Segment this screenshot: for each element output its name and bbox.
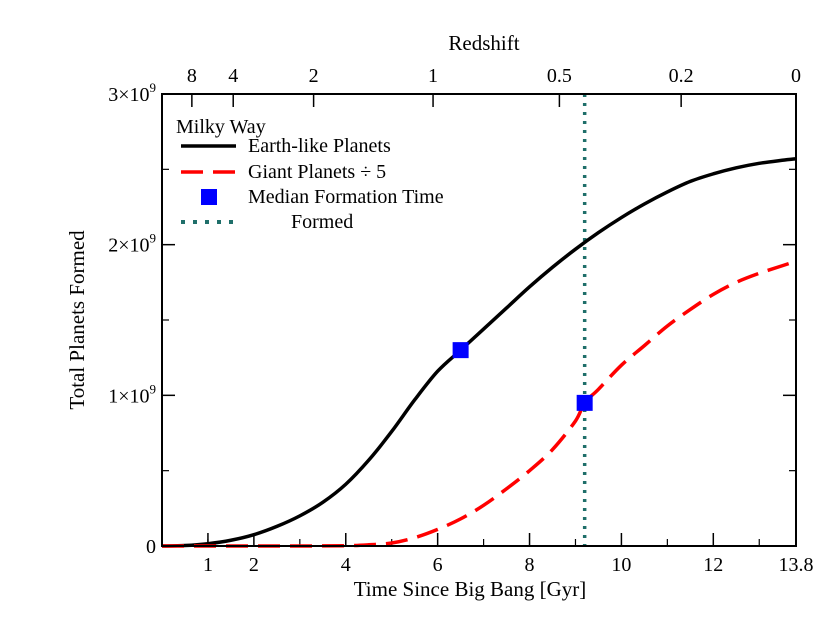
- redshift-tick-label-3: 1: [428, 65, 438, 87]
- earth-like-planets-line: [161, 157, 797, 548]
- redshift-tick-label-5: 0.2: [669, 65, 694, 87]
- legend-swatch-square: [201, 189, 217, 205]
- legend: Milky Way Earth-like Planets Giant Planet…: [176, 116, 444, 233]
- plot-frame: [161, 93, 797, 547]
- series-layer: [161, 94, 797, 548]
- x-tick-label-7: 13.8: [779, 554, 814, 576]
- x-tick-label-3: 6: [433, 554, 443, 576]
- y-tick-label-1: 1×109: [108, 381, 156, 407]
- x-tick-label-6: 12: [703, 554, 723, 576]
- y-tick-label-exponent: 9: [150, 80, 157, 95]
- redshift-tick-label-0: 8: [187, 65, 197, 87]
- x-tick-label-1: 2: [249, 554, 259, 576]
- legend-label-0: Earth-like Planets: [248, 135, 391, 157]
- marker-layer: [452, 342, 593, 411]
- y-tick-label-exponent: 9: [150, 381, 157, 396]
- redshift-tick-label-6: 0: [791, 65, 801, 87]
- redshift-tick-label-2: 2: [309, 65, 319, 87]
- redshift-tick-label-4: 0.5: [547, 65, 572, 87]
- x-tick-label-4: 8: [525, 554, 535, 576]
- plot-background: [162, 94, 796, 546]
- y-tick-label-base: 2×10: [108, 235, 149, 257]
- legend-label-3: Formed: [291, 211, 353, 233]
- legend-label-2: Median Formation Time: [248, 186, 444, 208]
- y-tick-label-base: 3×10: [108, 84, 149, 106]
- top-axis-title: Redshift: [448, 31, 519, 55]
- legend-title: Milky Way: [176, 116, 266, 138]
- legend-label-1: Giant Planets ÷ 5: [248, 161, 386, 183]
- y-tick-label-base: 1×10: [108, 385, 149, 407]
- giant-planets-line: [162, 259, 797, 548]
- median-marker-0: [452, 342, 469, 359]
- x-tick-label-2: 4: [341, 554, 351, 576]
- x-axis-title: Time Since Big Bang [Gyr]: [354, 577, 587, 601]
- y-tick-label-0: 0: [146, 536, 156, 558]
- redshift-tick-label-1: 4: [228, 65, 238, 87]
- y-tick-label-exponent: 9: [150, 231, 157, 246]
- x-tick-label-0: 1: [203, 554, 213, 576]
- y-axis-title: Total Planets Formed: [65, 230, 89, 410]
- y-tick-label-2: 2×109: [108, 231, 156, 257]
- median-marker-1: [576, 394, 593, 411]
- x-tick-label-5: 10: [611, 554, 631, 576]
- y-tick-label-3: 3×109: [108, 80, 156, 106]
